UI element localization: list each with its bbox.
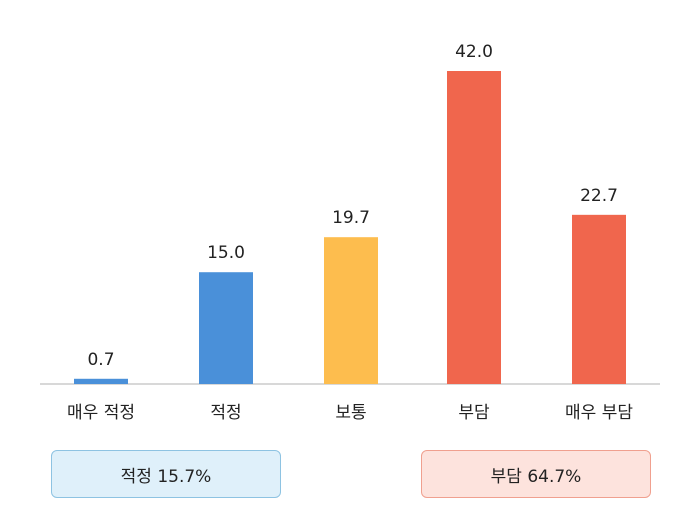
category-label-4: 부담 (458, 403, 490, 423)
bar-3 (324, 237, 378, 384)
value-label-3: 19.7 (332, 208, 370, 228)
group-label-adequate: 적정 15.7% (120, 466, 212, 487)
group-label-burden: 부담 64.7% (490, 466, 582, 487)
bar-2 (199, 272, 253, 384)
category-label-3: 보통 (335, 403, 366, 423)
category-label-2: 적정 (210, 403, 241, 423)
group-box-adequate: 적정 15.7% (51, 450, 281, 498)
value-label-1: 0.7 (87, 350, 114, 370)
bar-5 (572, 214, 626, 384)
category-label-1: 매우 적정 (67, 403, 135, 423)
bars-group: 0.7 매우 적정 15.0 적정 19.7 보통 42.0 부담 22.7 매우 부담 (67, 42, 633, 423)
bar-4 (447, 71, 501, 384)
category-label-5: 매우 부담 (565, 403, 633, 423)
value-label-5: 22.7 (580, 186, 618, 206)
value-label-2: 15.0 (207, 243, 245, 263)
value-label-4: 42.0 (455, 42, 493, 62)
group-box-burden: 부담 64.7% (421, 450, 651, 498)
bar-1 (74, 378, 128, 384)
